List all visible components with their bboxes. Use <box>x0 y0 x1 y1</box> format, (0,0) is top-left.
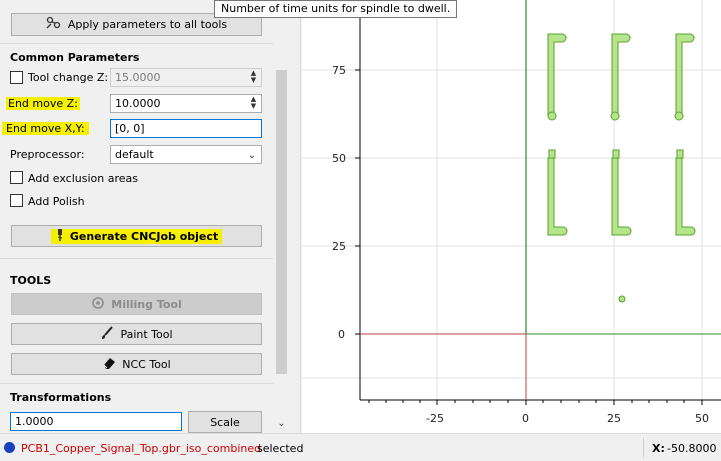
chevron-down-icon: ⌄ <box>247 150 256 161</box>
trace-pad[interactable] <box>674 111 684 121</box>
apply-parameters-button[interactable]: Apply parameters to all tools <box>11 13 262 36</box>
paint-tool-label: Paint Tool <box>120 327 173 341</box>
tooltip: Number of time units for spindle to dwel… <box>214 0 458 18</box>
status-selected-text: selected <box>257 442 304 455</box>
preprocessor-label: Preprocessor: <box>10 148 85 161</box>
y-tick-label: 50 <box>332 152 346 165</box>
ncc-tool-button[interactable]: NCC Tool <box>11 353 262 375</box>
trace-pad[interactable] <box>612 149 620 159</box>
coord-x-value: -50.8000 <box>667 442 717 455</box>
milling-tool-button[interactable]: Milling Tool <box>11 293 262 315</box>
tool-change-label: Tool change Z: <box>28 71 109 84</box>
scale-label: Scale <box>210 415 240 429</box>
status-dot-icon <box>4 442 15 453</box>
divider <box>0 43 273 44</box>
plot-svg <box>302 0 721 405</box>
x-tick-label: 50 <box>695 412 709 425</box>
chevron-down-icon[interactable]: ⌄ <box>277 418 286 429</box>
trace-pad[interactable] <box>610 111 620 121</box>
paint-tool-button[interactable]: Paint Tool <box>11 323 262 345</box>
panel-splitter[interactable] <box>289 0 301 433</box>
ncc-tool-label: NCC Tool <box>122 357 171 371</box>
properties-panel: Apply parameters to all tools Common Par… <box>0 0 289 433</box>
eraser-icon <box>102 356 116 373</box>
coord-x-label: X: <box>652 442 665 455</box>
trace-pad[interactable] <box>676 149 684 159</box>
status-object-name: PCB1_Copper_Signal_Top.gbr_iso_combined <box>21 442 262 455</box>
trace-shape[interactable] <box>675 157 696 236</box>
trace-shape[interactable] <box>611 157 632 236</box>
panel-scrollbar[interactable]: ⌄ <box>273 0 289 433</box>
add-polish-label: Add Polish <box>28 195 85 208</box>
generate-cncjob-label: Generate CNCJob object <box>69 229 219 243</box>
status-divider <box>643 438 644 458</box>
end-move-xy-value: [0, 0] <box>115 122 145 135</box>
x-tick-label: -25 <box>426 412 444 425</box>
x-tick-label: 0 <box>522 412 529 425</box>
x-tick-label: 25 <box>607 412 621 425</box>
tool-change-checkbox[interactable] <box>10 71 23 84</box>
trace-pad[interactable] <box>547 111 557 121</box>
apply-parameters-label: Apply parameters to all tools <box>67 18 228 31</box>
trace-shape[interactable] <box>547 33 567 117</box>
preprocessor-value: default <box>115 148 154 161</box>
plot-canvas[interactable]: 75 50 25 0 -25 0 25 50 <box>302 0 721 433</box>
trace-shape[interactable] <box>547 157 568 236</box>
paint-brush-icon <box>100 325 114 343</box>
exclusion-areas-checkbox[interactable] <box>10 171 23 184</box>
via-pad[interactable] <box>618 295 626 303</box>
milling-tool-label: Milling Tool <box>111 297 182 311</box>
end-move-xy-label: End move X,Y: <box>2 122 89 135</box>
scrollbar-thumb[interactable] <box>276 70 287 374</box>
end-move-z-label: End move Z: <box>6 97 80 110</box>
end-move-z-value: 10.0000 <box>115 97 161 110</box>
common-parameters-title: Common Parameters <box>10 51 140 64</box>
axis-ticks <box>355 69 703 405</box>
milling-icon <box>91 296 105 313</box>
y-tick-label: 25 <box>332 240 346 253</box>
copper-traces[interactable] <box>547 33 696 303</box>
trace-shape[interactable] <box>611 33 631 117</box>
trace-shape[interactable] <box>675 33 695 117</box>
spin-arrows-icon[interactable]: ▲ ▼ <box>250 69 257 84</box>
divider <box>0 258 273 259</box>
end-move-z-label-text: End move Z: <box>6 97 80 110</box>
scale-button[interactable]: Scale <box>188 411 262 433</box>
spin-arrows-icon[interactable]: ▲ ▼ <box>250 95 257 110</box>
scale-factor-input[interactable]: 1.0000 <box>10 412 182 431</box>
exclusion-areas-label: Add exclusion areas <box>28 172 139 185</box>
trace-pad[interactable] <box>548 149 556 159</box>
scale-factor-value: 1.0000 <box>15 415 54 428</box>
end-move-xy-label-text: End move X,Y: <box>2 122 89 135</box>
y-tick-label: 0 <box>338 328 345 341</box>
add-polish-checkbox[interactable] <box>10 194 23 207</box>
transformations-title: Transformations <box>10 391 112 404</box>
end-move-z-input[interactable]: 10.0000 ▲ ▼ <box>110 94 262 113</box>
generate-cncjob-highlight: Generate CNCJob object <box>50 228 223 244</box>
grid <box>302 0 721 400</box>
apply-params-icon <box>46 16 62 33</box>
status-bar: PCB1_Copper_Signal_Top.gbr_iso_combined … <box>0 433 721 461</box>
generate-cncjob-button[interactable]: Generate CNCJob object <box>11 225 262 247</box>
tools-title: TOOLS <box>10 274 52 287</box>
divider <box>0 383 273 384</box>
drill-icon <box>55 228 65 244</box>
y-tick-label: 75 <box>332 64 346 77</box>
tool-change-z-value: 15.0000 <box>115 71 161 84</box>
preprocessor-select[interactable]: default ⌄ <box>110 145 262 164</box>
end-move-xy-input[interactable]: [0, 0] <box>110 119 262 138</box>
tool-change-z-input[interactable]: 15.0000 ▲ ▼ <box>110 68 262 87</box>
